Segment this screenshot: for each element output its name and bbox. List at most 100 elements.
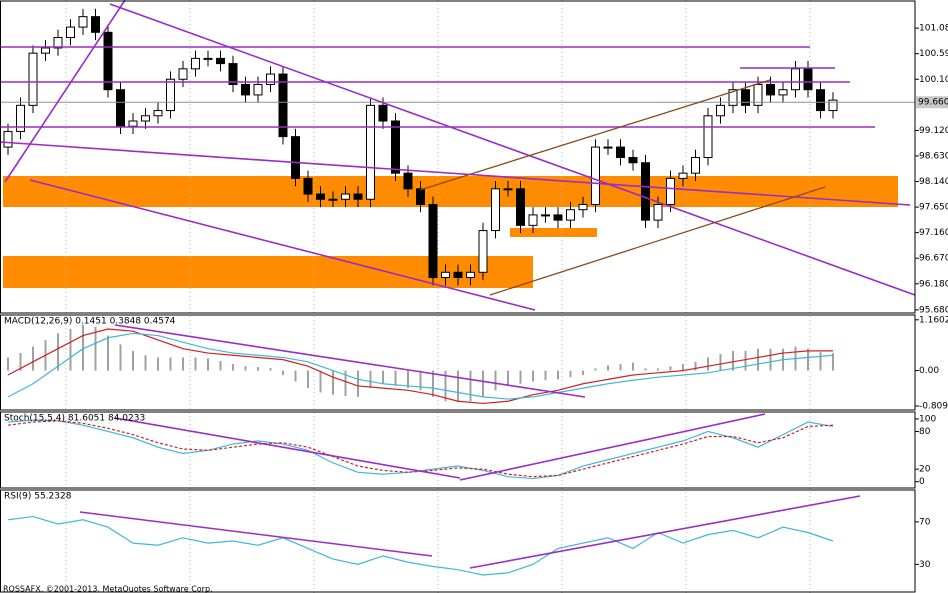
trendline bbox=[0, 141, 911, 206]
candle-body bbox=[603, 146, 613, 149]
y-tick-label: 0 bbox=[919, 477, 925, 487]
y-tick-label: 100.100 bbox=[919, 75, 948, 85]
candle-body bbox=[591, 146, 600, 205]
candle-body bbox=[541, 214, 550, 217]
histogram-bar bbox=[19, 353, 22, 371]
histogram-bar bbox=[382, 370, 384, 384]
vertical-grid bbox=[65, 0, 811, 593]
indicator-line bbox=[7, 332, 834, 400]
histogram-bar bbox=[294, 370, 297, 382]
histogram-bar bbox=[394, 370, 397, 386]
histogram-bar bbox=[532, 370, 534, 382]
histogram-bar bbox=[669, 366, 672, 371]
histogram-bar bbox=[432, 370, 434, 397]
histogram-bar bbox=[332, 370, 334, 395]
histogram-bar bbox=[707, 357, 709, 371]
zone bbox=[3, 176, 898, 207]
indicator-line bbox=[7, 328, 833, 405]
histogram-bar bbox=[419, 370, 422, 391]
histogram-bar bbox=[257, 367, 259, 371]
candle-body bbox=[703, 115, 713, 159]
channel-line bbox=[489, 186, 826, 296]
histogram-bar bbox=[507, 370, 509, 386]
candle-body bbox=[266, 73, 275, 85]
y-tick-label: 98.630 bbox=[919, 151, 948, 161]
trendline bbox=[4, 0, 126, 183]
candle-body bbox=[116, 89, 125, 127]
candle-body bbox=[691, 157, 700, 174]
candle-body bbox=[141, 115, 150, 122]
histogram-bar bbox=[319, 370, 322, 393]
candle-body bbox=[416, 188, 425, 205]
histogram-bar bbox=[407, 370, 409, 389]
histogram-bar bbox=[819, 352, 822, 371]
candle-body bbox=[428, 203, 438, 279]
panel-frame bbox=[0, 411, 916, 489]
y-tick-label: 96.670 bbox=[919, 254, 948, 264]
histogram-bar bbox=[807, 348, 809, 371]
histogram-bar bbox=[544, 370, 547, 381]
y-tick-label: 101.080 bbox=[919, 24, 948, 34]
histogram-bar bbox=[757, 348, 759, 371]
y-tick-label: 100 bbox=[919, 414, 936, 424]
trendline bbox=[109, 3, 916, 296]
histogram-bar bbox=[169, 357, 172, 371]
candle-body bbox=[803, 68, 813, 91]
histogram-bar bbox=[832, 353, 834, 371]
histogram-bar bbox=[769, 348, 772, 371]
histogram-bar bbox=[744, 350, 747, 371]
histogram-bar bbox=[444, 370, 447, 402]
histogram-bar bbox=[344, 370, 347, 396]
candle-body bbox=[566, 209, 575, 221]
candle-body bbox=[128, 120, 138, 127]
histogram-bar bbox=[7, 357, 9, 371]
candle-body bbox=[828, 99, 838, 112]
y-tick-label: 99.120 bbox=[919, 126, 948, 136]
y-tick-label: -0.8091 bbox=[919, 402, 948, 412]
histogram-bar bbox=[569, 370, 572, 378]
trendline bbox=[29, 179, 536, 311]
panel-title: RSI(9) 55.2328 bbox=[4, 492, 72, 502]
candle-body bbox=[403, 172, 413, 190]
histogram-bar bbox=[694, 361, 697, 371]
candle-body bbox=[241, 83, 250, 96]
candle-body bbox=[91, 16, 100, 33]
candle-body bbox=[16, 104, 25, 132]
histogram-bar bbox=[494, 370, 497, 391]
candle-body bbox=[578, 203, 588, 211]
histogram-bar bbox=[682, 364, 684, 371]
histogram-bar bbox=[82, 324, 84, 371]
candle-body bbox=[816, 89, 825, 112]
last-price-label: 99.660 bbox=[918, 98, 948, 108]
candle-body bbox=[103, 31, 113, 91]
histogram-bar bbox=[519, 370, 522, 384]
candle-body bbox=[328, 198, 338, 201]
candle-body bbox=[516, 188, 525, 226]
candle-body bbox=[291, 136, 300, 179]
y-tick-label: 97.160 bbox=[919, 228, 948, 238]
candle-body bbox=[616, 146, 625, 159]
candle-body bbox=[391, 120, 400, 174]
candle-body bbox=[316, 193, 325, 200]
candle-body bbox=[441, 271, 450, 279]
panel-frame bbox=[0, 314, 916, 411]
zone bbox=[510, 228, 597, 237]
histogram-bar bbox=[619, 364, 622, 371]
candle-body bbox=[378, 104, 388, 122]
channel-line bbox=[419, 79, 771, 191]
candle-body bbox=[553, 214, 563, 221]
y-tick-label: 98.140 bbox=[919, 177, 948, 187]
candle-body bbox=[78, 16, 88, 28]
candle-body bbox=[278, 73, 288, 138]
y-tick-label: 1.1602 bbox=[919, 315, 948, 325]
histogram-bar bbox=[269, 367, 272, 371]
candle-body bbox=[753, 83, 763, 106]
candle-body bbox=[166, 78, 175, 112]
trendline bbox=[114, 417, 461, 479]
panel-title: MACD(12,26,9) 0.1451 0.3848 0.4574 bbox=[4, 317, 176, 327]
y-tick-label: 100.590 bbox=[919, 49, 948, 59]
panel-frame bbox=[0, 0, 916, 314]
